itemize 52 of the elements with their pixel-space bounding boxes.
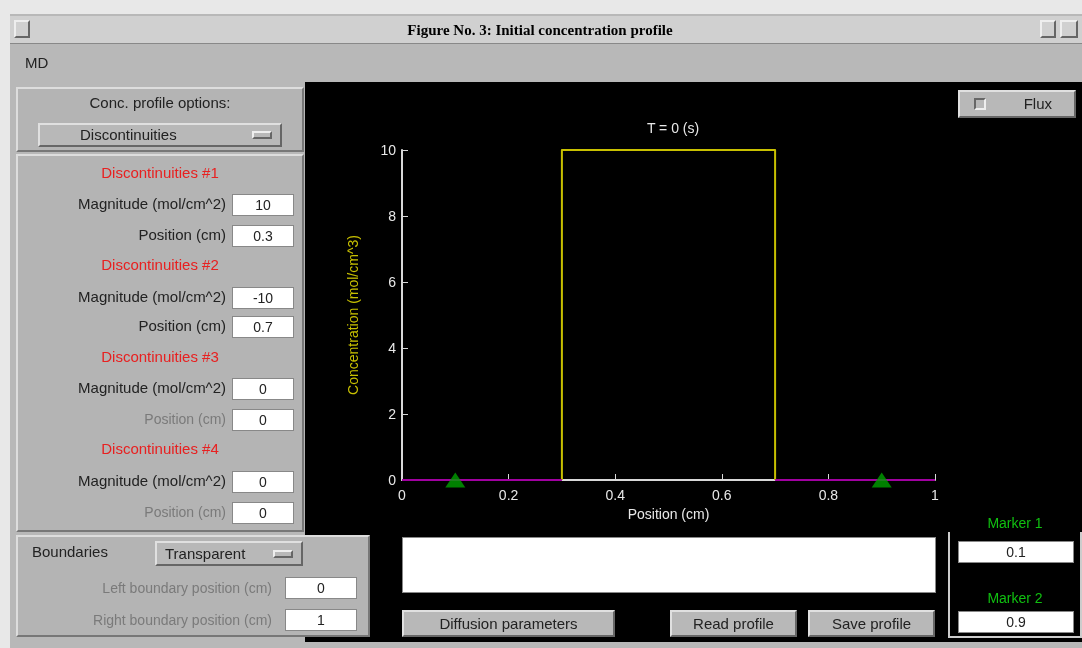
- x-tick-label: 0.8: [818, 487, 839, 503]
- text: Flux: [1023, 95, 1052, 112]
- text: Discontinuities: [80, 126, 177, 143]
- text: 0: [232, 409, 294, 431]
- text: Save profile: [808, 610, 935, 637]
- x-tick-label: 0.2: [498, 487, 519, 503]
- text: 0.7: [232, 316, 294, 338]
- text: Magnitude (mol/cm^2): [78, 287, 226, 307]
- text: MD: [25, 53, 49, 73]
- x-axis-title: Position (cm): [627, 505, 710, 522]
- text: Left boundary position (cm): [102, 579, 272, 598]
- text: Read profile: [670, 610, 797, 637]
- text: Position (cm): [144, 503, 226, 522]
- text: 0: [285, 577, 357, 599]
- y-axis-title: Concentration (mol/cm^3): [345, 235, 361, 395]
- text: 1: [285, 609, 357, 631]
- y-tick-label: 2: [388, 406, 397, 422]
- text: Boundaries: [32, 542, 108, 562]
- text: Conc. profile options:: [89, 93, 231, 113]
- text: 0: [232, 502, 294, 524]
- text: Position (cm): [138, 316, 226, 336]
- y-tick-label: 8: [388, 208, 397, 224]
- text: Discontinuities #3: [101, 347, 219, 367]
- x-tick-label: 1: [931, 487, 940, 503]
- chart-title: T = 0 (s): [646, 120, 700, 136]
- x-tick-label: 0: [398, 487, 407, 503]
- text: 0.1: [958, 541, 1074, 563]
- text: 0: [232, 378, 294, 400]
- text: Discontinuities #2: [101, 255, 219, 275]
- text: 0.9: [958, 611, 1074, 633]
- y-tick-label: 10: [380, 142, 397, 158]
- text: Marker 1: [987, 514, 1043, 533]
- text: Diffusion parameters: [402, 610, 615, 637]
- text: Figure No. 3: Initial concentration profile: [407, 21, 673, 40]
- y-tick-label: 0: [388, 472, 397, 488]
- text: Transparent: [165, 545, 246, 562]
- y-tick-label: 6: [388, 274, 397, 290]
- text: Marker 2: [987, 589, 1043, 608]
- text: Discontinuities #4: [101, 439, 219, 459]
- text: 0.3: [232, 225, 294, 247]
- text: Right boundary position (cm): [93, 611, 272, 630]
- text: Position (cm): [138, 225, 226, 245]
- x-tick-label: 0.6: [712, 487, 732, 503]
- text: Magnitude (mol/cm^2): [78, 378, 226, 398]
- text: Discontinuities #1: [101, 163, 219, 183]
- text: Position (cm): [144, 410, 226, 429]
- text: Magnitude (mol/cm^2): [78, 194, 226, 214]
- x-tick-label: 0.4: [605, 487, 626, 503]
- text: 10: [232, 194, 294, 216]
- y-tick-label: 4: [388, 340, 397, 356]
- text: -10: [232, 287, 294, 309]
- text: Magnitude (mol/cm^2): [78, 471, 226, 491]
